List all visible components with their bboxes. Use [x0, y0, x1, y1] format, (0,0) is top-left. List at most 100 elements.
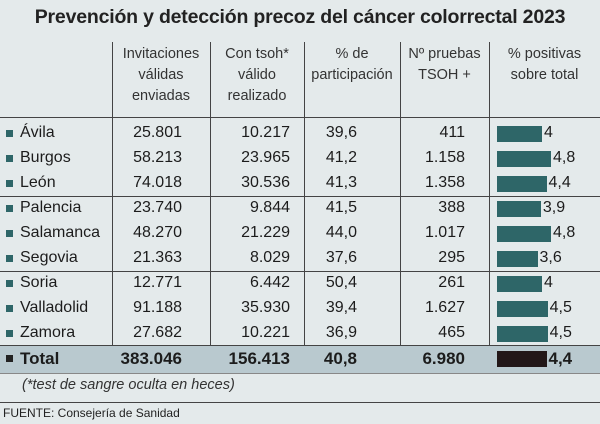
header-line: válidas — [138, 67, 184, 83]
cell-value: 41,2 — [325, 149, 357, 166]
column-header: % positivas sobre total — [489, 44, 600, 86]
table-row: León 74.018 30.536 41,3 1.358 4,4 — [0, 171, 600, 196]
bar-value-label: 4 — [544, 274, 553, 291]
bar-value-label: 3,6 — [539, 249, 562, 266]
row-label: Soria — [20, 274, 58, 291]
table-row: Segovia 21.363 8.029 37,6 295 3,6 — [0, 246, 600, 271]
cell-value: 261 — [438, 274, 465, 291]
cell-value: 10.217 — [241, 124, 290, 141]
cell-value: 383.046 — [120, 349, 182, 368]
cell-value: 39,4 — [325, 299, 357, 316]
footnote: (*test de sangre oculta en heces) — [22, 377, 235, 393]
divider — [0, 373, 600, 374]
divider — [0, 196, 600, 197]
total-row: Total 383.046 156.413 40,8 6.980 4,4 — [0, 346, 600, 373]
header-line: realizado — [227, 88, 287, 104]
bar-value-label: 3,9 — [542, 199, 566, 216]
cell-value: 39,6 — [325, 124, 357, 141]
header-line: Invitaciones — [122, 46, 200, 62]
cell-value: 27.682 — [133, 324, 182, 341]
positive-rate-bar — [497, 251, 538, 267]
cell-value: 40,8 — [323, 349, 357, 368]
legend-square-icon — [6, 355, 13, 362]
header-line: Nº pruebas — [408, 46, 481, 62]
cell-value: 411 — [439, 124, 465, 141]
cell-value: 25.801 — [133, 124, 182, 141]
row-label: Ávila — [20, 124, 55, 141]
legend-square-icon — [6, 155, 13, 162]
cell-value: 74.018 — [133, 174, 182, 191]
cell-value: 91.188 — [133, 299, 182, 316]
cell-value: 1.158 — [424, 149, 465, 166]
cell-value: 21.229 — [241, 224, 290, 241]
cell-value: 6.980 — [422, 349, 465, 368]
positive-rate-bar — [497, 151, 551, 167]
cell-value: 1.627 — [424, 299, 465, 316]
chart-title: Prevención y detección precoz del cáncer… — [34, 6, 566, 28]
cell-value: 12.771 — [133, 274, 182, 291]
column-header: % de participación — [304, 44, 400, 86]
positive-rate-bar — [497, 226, 551, 242]
divider — [0, 345, 600, 346]
header-line: Con tsoh* — [225, 46, 289, 62]
positive-rate-bar — [497, 176, 547, 192]
header-line: % de — [335, 46, 369, 62]
table-row: Zamora 27.682 10.221 36,9 465 4,5 — [0, 321, 600, 346]
cell-value: 41,5 — [325, 199, 357, 216]
bar-value-label: 4,5 — [549, 324, 572, 341]
legend-square-icon — [6, 255, 13, 262]
positive-rate-bar — [497, 276, 542, 292]
cell-value: 388 — [438, 199, 465, 216]
row-label: Segovia — [20, 249, 78, 266]
column-header: Con tsoh* válido realizado — [210, 44, 304, 107]
cell-value: 30.536 — [241, 174, 290, 191]
table-row: Ávila 25.801 10.217 39,6 411 4 — [0, 121, 600, 146]
row-label: Palencia — [20, 199, 82, 216]
bar-value-label: 4,8 — [553, 224, 576, 241]
positive-rate-bar — [497, 126, 542, 142]
legend-square-icon — [6, 230, 13, 237]
cell-value: 48.270 — [133, 224, 182, 241]
bar-value-label: 4,8 — [553, 149, 576, 166]
column-divider — [489, 42, 490, 373]
cell-value: 8.029 — [249, 249, 290, 266]
table-row: Valladolid 91.188 35.930 39,4 1.627 4,5 — [0, 296, 600, 321]
cell-value: 35.930 — [241, 299, 290, 316]
cell-value: 37,6 — [325, 249, 357, 266]
column-header: Nº pruebas TSOH + — [400, 44, 489, 86]
bar-value-label: 4,4 — [548, 349, 573, 368]
positive-rate-bar — [497, 326, 548, 342]
cell-value: 10.221 — [241, 324, 290, 341]
positive-rate-bar — [497, 301, 548, 317]
table-row: Salamanca 48.270 21.229 44,0 1.017 4,8 — [0, 221, 600, 246]
column-header: Invitaciones válidas enviadas — [112, 44, 210, 107]
column-divider — [400, 42, 401, 373]
cell-value: 465 — [438, 324, 465, 341]
header-line: sobre total — [510, 67, 579, 83]
header-line: enviadas — [131, 88, 191, 104]
cell-value: 23.965 — [241, 149, 290, 166]
cell-value: 23.740 — [133, 199, 182, 216]
row-label: Zamora — [20, 324, 76, 341]
cell-value: 156.413 — [228, 349, 290, 368]
header-line: válido — [238, 67, 276, 83]
legend-square-icon — [6, 205, 13, 212]
legend-square-icon — [6, 180, 13, 187]
legend-square-icon — [6, 130, 13, 137]
positive-rate-bar — [497, 351, 547, 367]
bar-value-label: 4,4 — [548, 174, 571, 191]
cell-value: 44,0 — [325, 224, 357, 241]
row-label: Salamanca — [20, 224, 101, 241]
bar-value-label: 4,5 — [549, 299, 572, 316]
cell-value: 21.363 — [133, 249, 182, 266]
divider — [0, 271, 600, 272]
column-divider — [112, 42, 113, 373]
cell-value: 6.442 — [249, 274, 290, 291]
row-label: Burgos — [20, 149, 71, 166]
bar-value-label: 4 — [544, 124, 553, 141]
cell-value: 1.358 — [424, 174, 465, 191]
positive-rate-bar — [497, 201, 541, 217]
cell-value: 58.213 — [133, 149, 182, 166]
divider — [0, 117, 600, 118]
